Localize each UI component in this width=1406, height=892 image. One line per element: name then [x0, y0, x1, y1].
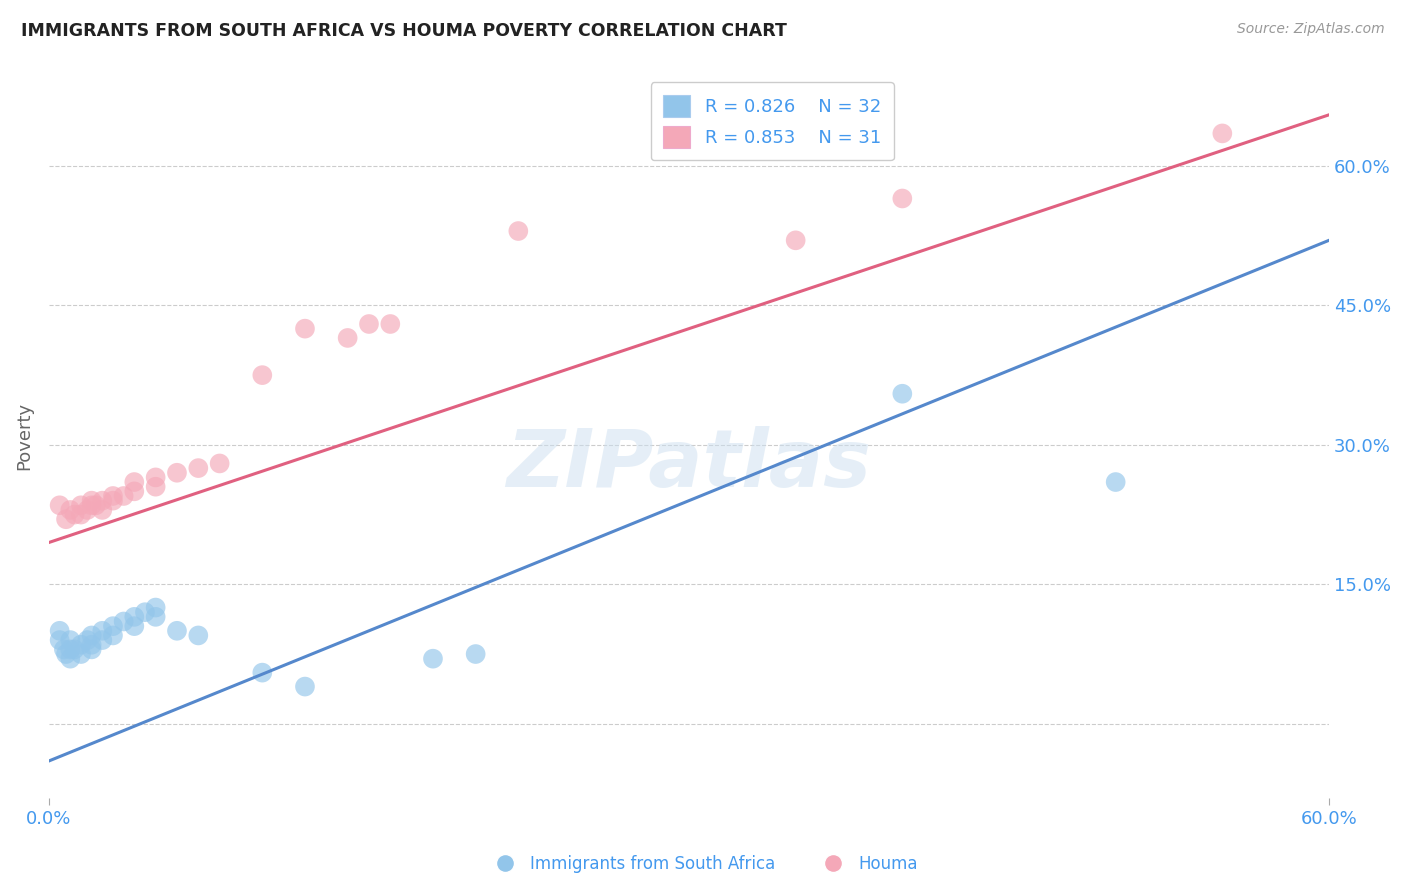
Point	[91, 503, 114, 517]
Point	[101, 619, 124, 633]
Point	[70, 498, 93, 512]
Point	[336, 331, 359, 345]
Point	[80, 628, 103, 642]
Point	[252, 368, 274, 383]
Point	[80, 642, 103, 657]
Point	[380, 317, 402, 331]
Text: IMMIGRANTS FROM SOUTH AFRICA VS HOUMA POVERTY CORRELATION CHART: IMMIGRANTS FROM SOUTH AFRICA VS HOUMA PO…	[21, 22, 787, 40]
Point	[59, 642, 82, 657]
Point	[63, 508, 86, 522]
Point	[145, 470, 167, 484]
Y-axis label: Poverty: Poverty	[15, 401, 32, 469]
Point	[891, 386, 914, 401]
Point	[80, 498, 103, 512]
Point	[70, 508, 93, 522]
Point	[48, 633, 70, 648]
Point	[59, 503, 82, 517]
Point	[48, 624, 70, 638]
Point	[70, 647, 93, 661]
Point	[91, 633, 114, 648]
Point	[294, 321, 316, 335]
Point	[124, 475, 146, 489]
Point	[124, 610, 146, 624]
Point	[1211, 127, 1233, 141]
Point	[464, 647, 486, 661]
Point	[208, 457, 231, 471]
Point	[112, 615, 135, 629]
Point	[357, 317, 380, 331]
Point	[422, 651, 444, 665]
Point	[101, 489, 124, 503]
Point	[76, 503, 98, 517]
Point	[80, 638, 103, 652]
Point	[48, 498, 70, 512]
Point	[785, 233, 807, 247]
Point	[294, 680, 316, 694]
Point	[508, 224, 530, 238]
Point	[891, 192, 914, 206]
Point	[145, 610, 167, 624]
Point	[166, 466, 188, 480]
Legend: Immigrants from South Africa, Houma: Immigrants from South Africa, Houma	[481, 848, 925, 880]
Legend: R = 0.826    N = 32, R = 0.853    N = 31: R = 0.826 N = 32, R = 0.853 N = 31	[651, 82, 894, 161]
Point	[59, 633, 82, 648]
Point	[91, 624, 114, 638]
Point	[84, 498, 107, 512]
Point	[80, 493, 103, 508]
Point	[145, 600, 167, 615]
Point	[252, 665, 274, 680]
Point	[145, 480, 167, 494]
Text: Source: ZipAtlas.com: Source: ZipAtlas.com	[1237, 22, 1385, 37]
Point	[166, 624, 188, 638]
Point	[187, 461, 209, 475]
Point	[76, 633, 98, 648]
Point	[55, 647, 77, 661]
Point	[70, 638, 93, 652]
Point	[134, 605, 156, 619]
Point	[63, 642, 86, 657]
Point	[124, 484, 146, 499]
Text: ZIPatlas: ZIPatlas	[506, 425, 872, 504]
Point	[59, 651, 82, 665]
Point	[91, 493, 114, 508]
Point	[55, 512, 77, 526]
Point	[101, 493, 124, 508]
Point	[1105, 475, 1128, 489]
Point	[187, 628, 209, 642]
Point	[112, 489, 135, 503]
Point	[124, 619, 146, 633]
Point	[101, 628, 124, 642]
Point	[52, 642, 75, 657]
